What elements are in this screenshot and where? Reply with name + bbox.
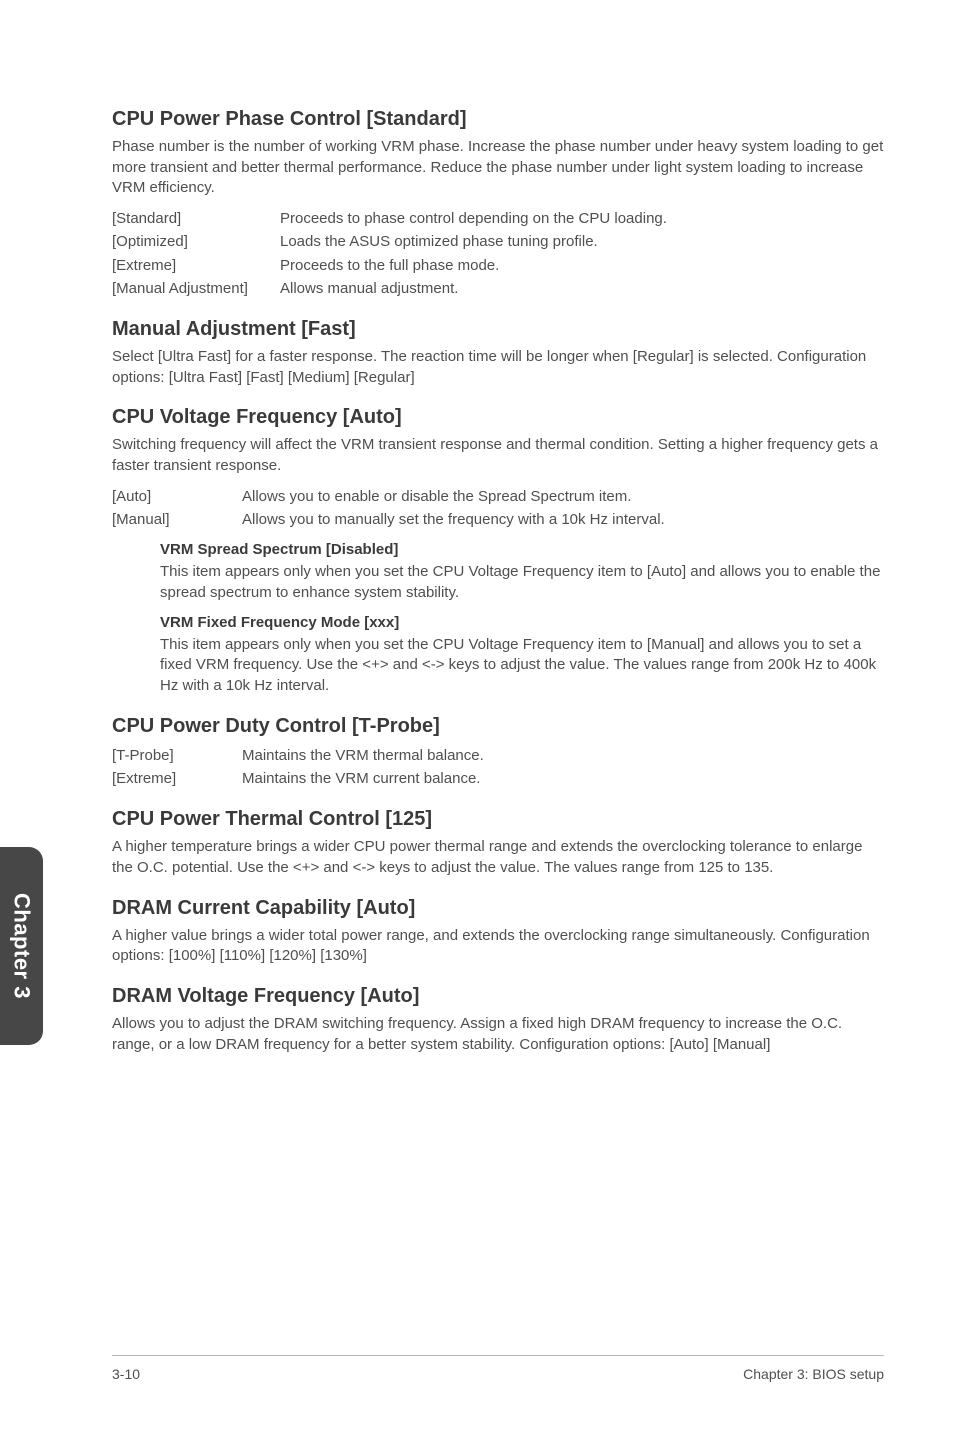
definition-row: [Auto] Allows you to enable or disable t… (112, 485, 884, 508)
section-heading: DRAM Current Capability [Auto] (112, 897, 884, 920)
definition-desc: Allows manual adjustment. (280, 277, 884, 300)
section-heading: CPU Power Phase Control [Standard] (112, 108, 884, 131)
definition-term: [Standard] (112, 207, 280, 230)
section-heading: CPU Power Duty Control [T-Probe] (112, 715, 884, 738)
definition-term: [Extreme] (112, 767, 242, 790)
section-heading: CPU Power Thermal Control [125] (112, 808, 884, 831)
section-paragraph: Select [Ultra Fast] for a faster respons… (112, 347, 884, 388)
definition-desc: Allows you to enable or disable the Spre… (242, 485, 884, 508)
definition-term: [T-Probe] (112, 744, 242, 767)
definition-desc: Maintains the VRM thermal balance. (242, 744, 884, 767)
section-heading: Manual Adjustment [Fast] (112, 318, 884, 341)
section-heading: DRAM Voltage Frequency [Auto] (112, 985, 884, 1008)
chapter-side-tab: Chapter 3 (0, 847, 43, 1045)
definition-row: [T-Probe] Maintains the VRM thermal bala… (112, 744, 884, 767)
definition-term: [Extreme] (112, 254, 280, 277)
chapter-side-tab-label: Chapter 3 (9, 893, 35, 999)
definition-term: [Auto] (112, 485, 242, 508)
definition-list: [Auto] Allows you to enable or disable t… (112, 485, 884, 532)
definition-list: [T-Probe] Maintains the VRM thermal bala… (112, 744, 884, 791)
definition-term: [Manual] (112, 508, 242, 531)
definition-row: [Optimized] Loads the ASUS optimized pha… (112, 230, 884, 253)
section-paragraph: Phase number is the number of working VR… (112, 137, 884, 199)
section-paragraph: A higher temperature brings a wider CPU … (112, 837, 884, 878)
subsection-paragraph: This item appears only when you set the … (160, 562, 884, 603)
definition-desc: Maintains the VRM current balance. (242, 767, 884, 790)
definition-desc: Loads the ASUS optimized phase tuning pr… (280, 230, 884, 253)
section-paragraph: Switching frequency will affect the VRM … (112, 435, 884, 476)
section-paragraph: A higher value brings a wider total powe… (112, 926, 884, 967)
subsection-paragraph: This item appears only when you set the … (160, 635, 884, 697)
definition-desc: Allows you to manually set the frequency… (242, 508, 884, 531)
chapter-label: Chapter 3: BIOS setup (743, 1366, 884, 1382)
page-content: CPU Power Phase Control [Standard] Phase… (0, 0, 954, 1055)
subsection: VRM Spread Spectrum [Disabled] This item… (112, 541, 884, 696)
subsection-heading: VRM Fixed Frequency Mode [xxx] (160, 614, 884, 631)
definition-desc: Proceeds to the full phase mode. (280, 254, 884, 277)
section-heading: CPU Voltage Frequency [Auto] (112, 406, 884, 429)
definition-row: [Manual] Allows you to manually set the … (112, 508, 884, 531)
section-paragraph: Allows you to adjust the DRAM switching … (112, 1014, 884, 1055)
definition-list: [Standard] Proceeds to phase control dep… (112, 207, 884, 300)
definition-row: [Standard] Proceeds to phase control dep… (112, 207, 884, 230)
page-footer: 3-10 Chapter 3: BIOS setup (112, 1355, 884, 1382)
definition-desc: Proceeds to phase control depending on t… (280, 207, 884, 230)
definition-term: [Manual Adjustment] (112, 277, 280, 300)
definition-term: [Optimized] (112, 230, 280, 253)
definition-row: [Extreme] Maintains the VRM current bala… (112, 767, 884, 790)
page-number: 3-10 (112, 1366, 140, 1382)
definition-row: [Manual Adjustment] Allows manual adjust… (112, 277, 884, 300)
definition-row: [Extreme] Proceeds to the full phase mod… (112, 254, 884, 277)
subsection-heading: VRM Spread Spectrum [Disabled] (160, 541, 884, 558)
